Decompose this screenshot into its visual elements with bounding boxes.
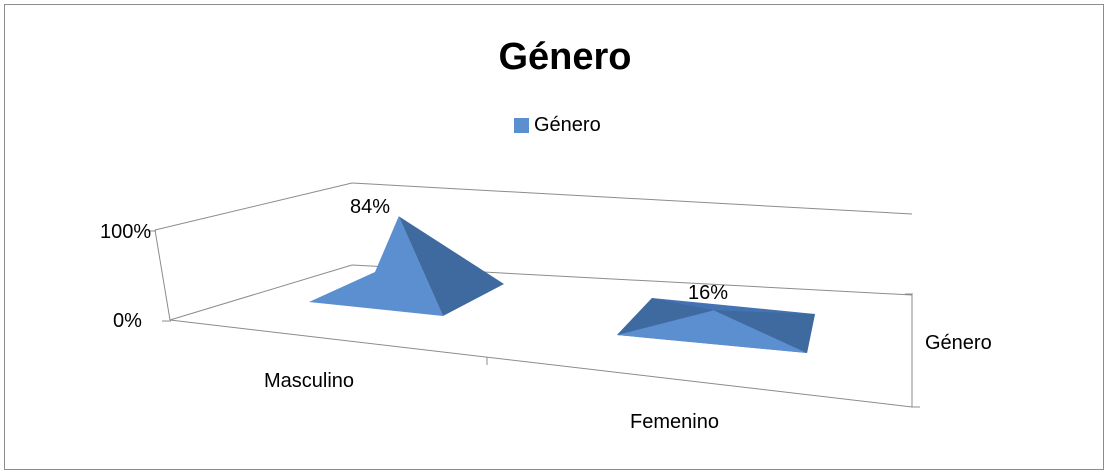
chart-frame — [4, 4, 1104, 470]
x-tick-label: Masculino — [264, 370, 354, 392]
bars: 84% 16% — [309, 196, 815, 353]
bar-face-side — [398, 216, 504, 316]
left-wall-edge — [154, 229, 171, 321]
bar-face-front — [309, 216, 443, 316]
bar-face-side — [713, 310, 815, 353]
chart-title: Género — [498, 36, 632, 78]
data-label: 84% — [350, 196, 390, 218]
back-top-edge — [351, 182, 913, 215]
back-left-edge — [154, 182, 353, 231]
legend: Género — [514, 114, 601, 137]
front-floor-edge — [169, 319, 913, 408]
bar-face-front — [617, 310, 807, 353]
x-tick-label: Femenino — [630, 411, 719, 433]
y-tick-label: 100% — [100, 221, 151, 243]
left-floor-edge — [169, 264, 353, 321]
legend-swatch — [514, 118, 529, 133]
bar-face-left — [617, 298, 714, 335]
legend-label: Género — [534, 114, 601, 136]
data-label: 16% — [688, 282, 728, 304]
y-tick-label: 0% — [113, 310, 142, 332]
depth-axis-label: Género — [925, 332, 992, 354]
